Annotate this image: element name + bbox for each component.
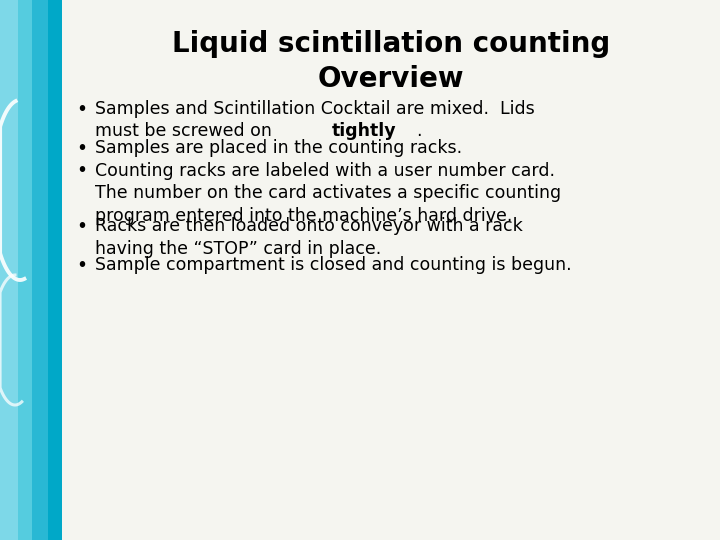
Text: Samples and Scintillation Cocktail are mixed.  Lids: Samples and Scintillation Cocktail are m… (95, 100, 535, 118)
Bar (0, 0, 62, 540)
Bar (0, 0, 48, 540)
Text: tightly: tightly (332, 122, 397, 140)
Text: Liquid scintillation counting: Liquid scintillation counting (172, 30, 610, 58)
Text: .: . (415, 122, 421, 140)
Text: •: • (76, 256, 88, 275)
Text: Racks are then loaded onto conveyor with a rack
having the “STOP” card in place.: Racks are then loaded onto conveyor with… (95, 217, 523, 258)
Text: Sample compartment is closed and counting is begun.: Sample compartment is closed and countin… (95, 256, 572, 274)
Text: Samples are placed in the counting racks.: Samples are placed in the counting racks… (95, 139, 462, 157)
Text: Overview: Overview (318, 65, 464, 93)
Text: must be screwed on: must be screwed on (95, 122, 277, 140)
Text: •: • (76, 139, 88, 158)
Bar (0, 0, 18, 540)
Text: Counting racks are labeled with a user number card.
The number on the card activ: Counting racks are labeled with a user n… (95, 161, 561, 225)
Text: •: • (76, 100, 88, 119)
Text: •: • (76, 217, 88, 236)
Text: •: • (76, 161, 88, 180)
Bar (0, 0, 32, 540)
